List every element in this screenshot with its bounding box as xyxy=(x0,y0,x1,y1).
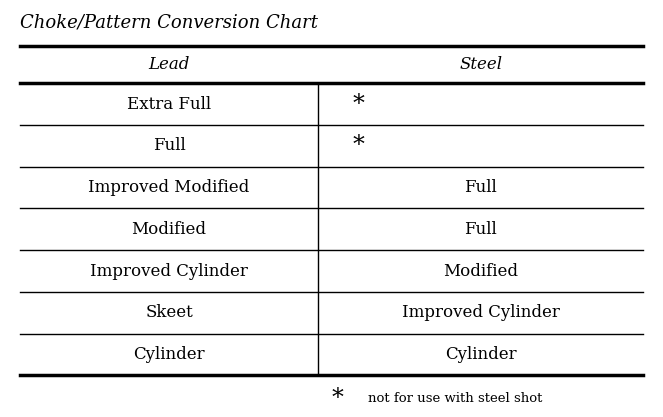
Text: Modified: Modified xyxy=(443,263,518,279)
Text: *: * xyxy=(352,134,364,158)
Text: Full: Full xyxy=(464,221,497,238)
Text: Steel: Steel xyxy=(459,56,503,73)
Text: not for use with steel shot: not for use with steel shot xyxy=(368,392,542,405)
Text: Skeet: Skeet xyxy=(145,304,193,321)
Text: Cylinder: Cylinder xyxy=(133,346,205,363)
Text: *: * xyxy=(332,387,343,410)
Text: Cylinder: Cylinder xyxy=(445,346,516,363)
Text: Improved Cylinder: Improved Cylinder xyxy=(402,304,560,321)
Text: Extra Full: Extra Full xyxy=(127,96,211,113)
Text: Full: Full xyxy=(464,179,497,196)
Text: Improved Modified: Improved Modified xyxy=(88,179,250,196)
Text: Full: Full xyxy=(152,138,186,154)
Text: Lead: Lead xyxy=(149,56,190,73)
Text: *: * xyxy=(352,93,364,116)
Text: Improved Cylinder: Improved Cylinder xyxy=(90,263,248,279)
Text: Modified: Modified xyxy=(131,221,207,238)
Text: Choke/Pattern Conversion Chart: Choke/Pattern Conversion Chart xyxy=(20,14,318,32)
